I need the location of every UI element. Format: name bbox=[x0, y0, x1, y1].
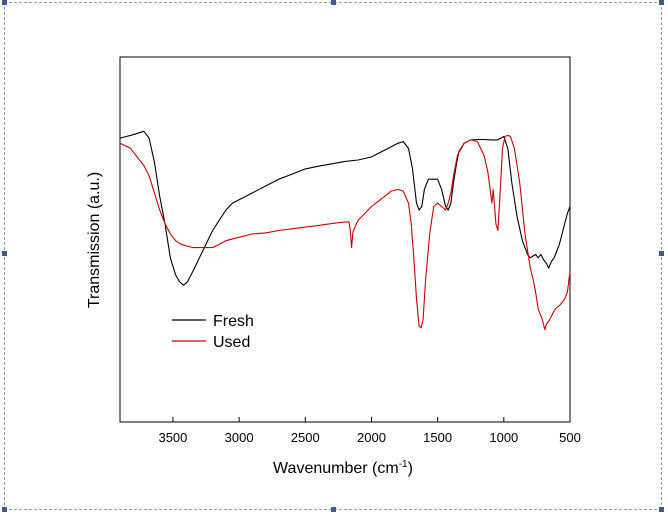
x-tick-label: 1500 bbox=[423, 430, 452, 445]
series-line-fresh bbox=[119, 130, 571, 286]
resize-handle-middle-right[interactable] bbox=[659, 251, 664, 256]
x-axis-ticks: 3500 3000 2500 2000 1500 1000 500 bbox=[158, 417, 581, 445]
x-tick-label: 3500 bbox=[158, 430, 187, 445]
x-tick-label: 500 bbox=[559, 430, 581, 445]
y-axis-title: Transmission (a.u.) bbox=[86, 172, 103, 308]
resize-handle-top-right[interactable] bbox=[659, 0, 664, 5]
x-tick-label: 1000 bbox=[489, 430, 518, 445]
x-tick-label: 2500 bbox=[291, 430, 320, 445]
series-line-used bbox=[119, 134, 571, 331]
legend: Fresh Used bbox=[172, 313, 254, 351]
resize-handle-top-middle[interactable] bbox=[331, 0, 336, 5]
legend-label-used: Used bbox=[213, 334, 250, 351]
x-axis-title-end: ) bbox=[408, 460, 413, 477]
x-axis-title-superscript: -1 bbox=[399, 459, 408, 470]
series-lines bbox=[119, 130, 571, 331]
resize-handle-bottom-right[interactable] bbox=[659, 507, 664, 512]
x-axis-title: Wavenumber (cm-1) bbox=[273, 459, 413, 477]
resize-handle-top-left[interactable] bbox=[2, 0, 7, 5]
x-axis-title-text: Wavenumber (cm bbox=[273, 460, 399, 477]
plot-area-border bbox=[119, 56, 571, 423]
resize-handle-bottom-middle[interactable] bbox=[331, 507, 336, 512]
resize-handle-middle-left[interactable] bbox=[2, 251, 7, 256]
x-tick-label: 3000 bbox=[225, 430, 254, 445]
x-tick-label: 2000 bbox=[357, 430, 386, 445]
legend-label-fresh: Fresh bbox=[213, 313, 254, 330]
resize-handle-bottom-left[interactable] bbox=[2, 507, 7, 512]
